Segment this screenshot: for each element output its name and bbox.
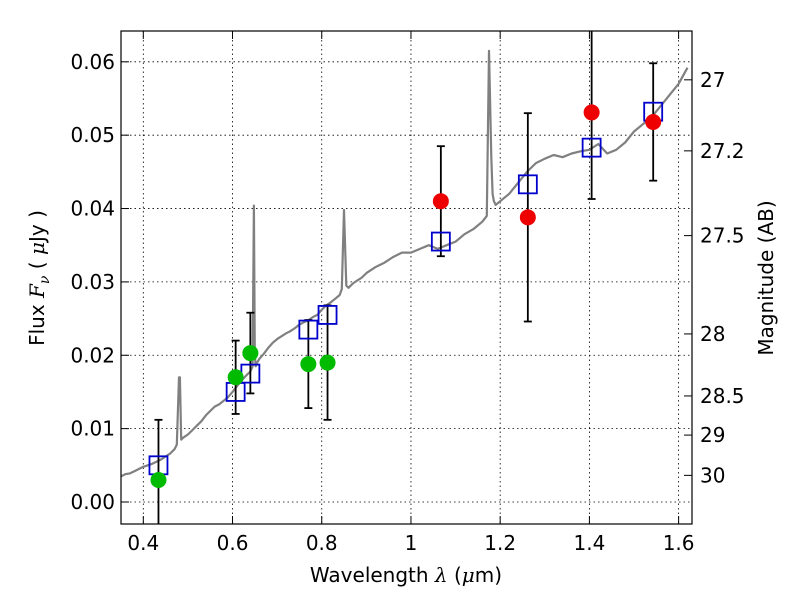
y2-tick-label: 27 [700, 68, 725, 92]
green-flux-point [227, 369, 244, 386]
model-flux-square [430, 231, 451, 252]
y-tick-label: 0.03 [70, 270, 115, 294]
template-spectrum-line [121, 49, 689, 478]
green-flux-point [150, 471, 167, 488]
y-tick-label: 0.02 [70, 343, 115, 367]
y-tick-label: 0.00 [70, 490, 115, 514]
y2-tick-label: 28 [700, 322, 725, 346]
grid-lines [121, 31, 692, 524]
x-tick-label: 1.4 [573, 531, 605, 555]
model-flux-square [581, 137, 602, 158]
x-tick-label: 1.6 [663, 531, 695, 555]
green-flux-point [300, 356, 317, 373]
model-flux-square [517, 174, 538, 195]
y2-tick-label: 30 [700, 463, 725, 487]
y-tick-label: 0.04 [70, 197, 115, 221]
y2-tick-label: 27.5 [700, 224, 745, 248]
y-tick-label: 0.05 [70, 123, 115, 147]
y2-tick-label: 28.5 [700, 384, 745, 408]
y2-tick-label: 29 [700, 423, 725, 447]
green-flux-point [319, 354, 336, 371]
x-tick-label: 0.6 [217, 531, 249, 555]
x-tick-label: 1 [405, 531, 418, 555]
model-flux-square [298, 319, 319, 340]
red-flux-point [432, 193, 449, 210]
plot-content [121, 31, 689, 524]
red-flux-point [583, 104, 600, 121]
red-flux-point [519, 209, 536, 226]
x-tick-label: 0.4 [127, 531, 159, 555]
secondary-y-axis-label: Magnitude (AB) [754, 200, 778, 355]
axis-ticks: 0.4 0.6 0.8 1 1.2 1.4 1.6 0.00 0.01 0.02 0.03 0.04 0… [70, 31, 745, 555]
y-tick-label: 0.06 [70, 50, 115, 74]
y2-tick-label: 27.2 [700, 139, 745, 163]
y-axis-label: Flux Fν ( μJy ) [25, 210, 53, 346]
model-flux-square [317, 305, 338, 325]
green-flux-point [242, 345, 259, 362]
x-tick-label: 0.8 [306, 531, 338, 555]
x-axis-label: Wavelength λ (μm) [310, 563, 502, 587]
plot-frame [120, 30, 693, 525]
y-tick-label: 0.01 [70, 417, 115, 441]
red-flux-point [645, 113, 662, 130]
x-tick-label: 1.2 [484, 531, 516, 555]
